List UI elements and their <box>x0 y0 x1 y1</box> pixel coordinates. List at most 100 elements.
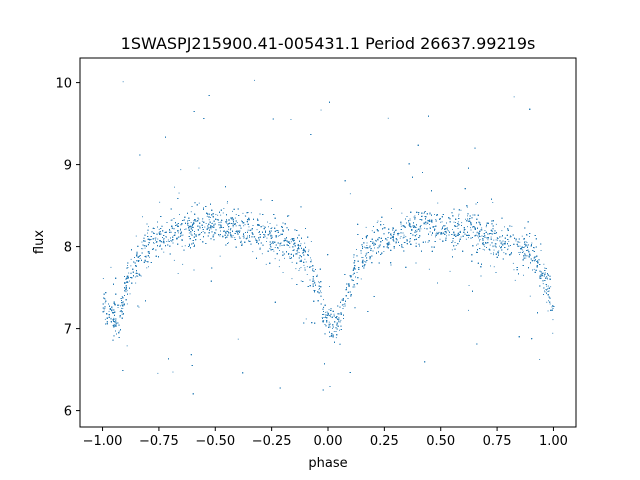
data-point <box>297 248 299 249</box>
data-point <box>266 237 268 239</box>
data-point <box>431 221 433 223</box>
data-point <box>268 226 269 228</box>
data-point <box>184 245 186 247</box>
data-point <box>460 236 462 238</box>
data-point <box>178 230 180 232</box>
data-point <box>159 201 161 203</box>
data-point <box>160 244 161 246</box>
data-point <box>541 275 543 277</box>
data-point <box>412 225 414 227</box>
data-point <box>344 305 346 307</box>
data-point <box>524 253 526 254</box>
data-point <box>310 257 311 259</box>
data-point <box>122 81 124 83</box>
data-point <box>339 329 340 331</box>
data-point <box>459 230 461 232</box>
data-point <box>269 223 271 224</box>
data-point <box>232 235 234 236</box>
data-point <box>400 225 402 227</box>
data-point <box>165 236 167 238</box>
data-point <box>461 222 463 224</box>
data-point <box>465 218 466 220</box>
data-point <box>202 218 204 220</box>
data-point <box>153 243 155 244</box>
data-point <box>299 268 301 270</box>
data-point <box>329 286 330 287</box>
data-point <box>441 228 443 230</box>
data-point <box>457 221 459 223</box>
data-point <box>139 257 141 259</box>
data-point <box>401 212 403 214</box>
data-point <box>328 309 330 311</box>
data-point <box>230 228 231 230</box>
data-point <box>468 221 469 222</box>
data-point <box>247 235 248 237</box>
data-point <box>232 210 233 212</box>
data-point <box>544 267 546 269</box>
data-point <box>145 256 147 258</box>
data-point <box>414 217 416 219</box>
data-point <box>291 261 293 263</box>
data-point <box>383 227 385 229</box>
data-point <box>522 249 524 251</box>
data-point <box>533 260 535 262</box>
data-point <box>326 314 328 316</box>
data-point <box>264 236 266 238</box>
data-point <box>126 278 128 279</box>
data-point <box>173 259 175 261</box>
data-point <box>306 274 308 275</box>
data-point <box>295 253 296 255</box>
data-point <box>493 249 495 251</box>
data-point <box>235 225 237 227</box>
data-point <box>264 226 266 228</box>
data-point <box>333 313 335 315</box>
data-point <box>399 237 401 239</box>
data-point <box>248 226 250 228</box>
data-point <box>310 259 312 261</box>
data-point <box>320 292 322 294</box>
data-point <box>415 242 417 244</box>
data-point <box>414 231 416 233</box>
data-point <box>493 266 495 268</box>
data-point <box>242 235 244 237</box>
data-point <box>269 231 271 233</box>
data-point <box>423 212 425 214</box>
data-point <box>254 79 255 81</box>
data-point <box>495 223 497 225</box>
data-point <box>354 286 356 288</box>
data-point <box>365 226 367 228</box>
data-point <box>540 250 542 251</box>
data-point <box>535 256 537 258</box>
data-point <box>283 240 285 242</box>
data-point <box>271 241 273 243</box>
data-point <box>268 233 270 235</box>
data-point <box>102 278 104 279</box>
data-point <box>543 263 545 265</box>
data-point <box>111 308 113 310</box>
data-point <box>424 212 425 213</box>
data-point <box>182 263 184 265</box>
data-point <box>529 236 530 237</box>
data-point <box>468 219 470 221</box>
data-point <box>356 249 357 250</box>
data-point <box>476 244 477 246</box>
data-point <box>363 260 365 262</box>
data-point <box>552 332 554 334</box>
data-point <box>481 227 483 229</box>
data-point <box>400 236 402 237</box>
data-point <box>340 319 342 321</box>
data-point <box>323 307 324 308</box>
data-point <box>157 372 159 374</box>
data-point <box>413 216 415 218</box>
data-point <box>458 213 460 215</box>
data-point <box>408 222 410 224</box>
data-point <box>341 304 343 306</box>
data-point <box>380 221 382 222</box>
data-point <box>533 247 535 248</box>
data-point <box>103 308 105 310</box>
data-point <box>146 267 148 269</box>
data-point <box>135 235 137 237</box>
data-point <box>208 219 210 221</box>
data-point <box>444 225 446 227</box>
